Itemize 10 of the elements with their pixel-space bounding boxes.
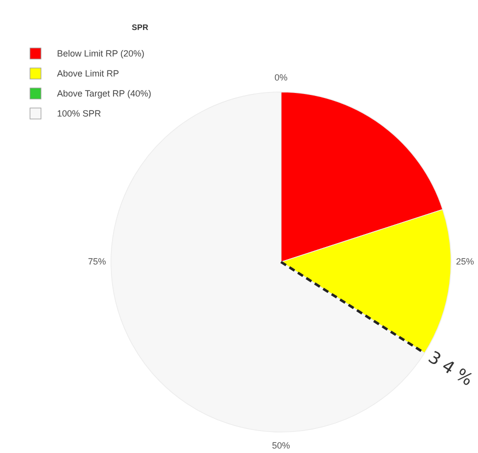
legend-title: SPR: [132, 23, 148, 32]
text: 50%: [272, 440, 290, 450]
legend-label: Above Target RP (40%): [57, 88, 152, 98]
text: 0%: [274, 72, 288, 82]
text: 3 4 %: [424, 348, 476, 390]
slice-label: 100% SPR: [57, 108, 102, 118]
legend-label: Below Limit RP (20%): [57, 48, 144, 58]
text: 25%: [456, 256, 474, 266]
legend-label: Above Limit RP: [57, 68, 120, 78]
text: 75%: [88, 256, 106, 266]
